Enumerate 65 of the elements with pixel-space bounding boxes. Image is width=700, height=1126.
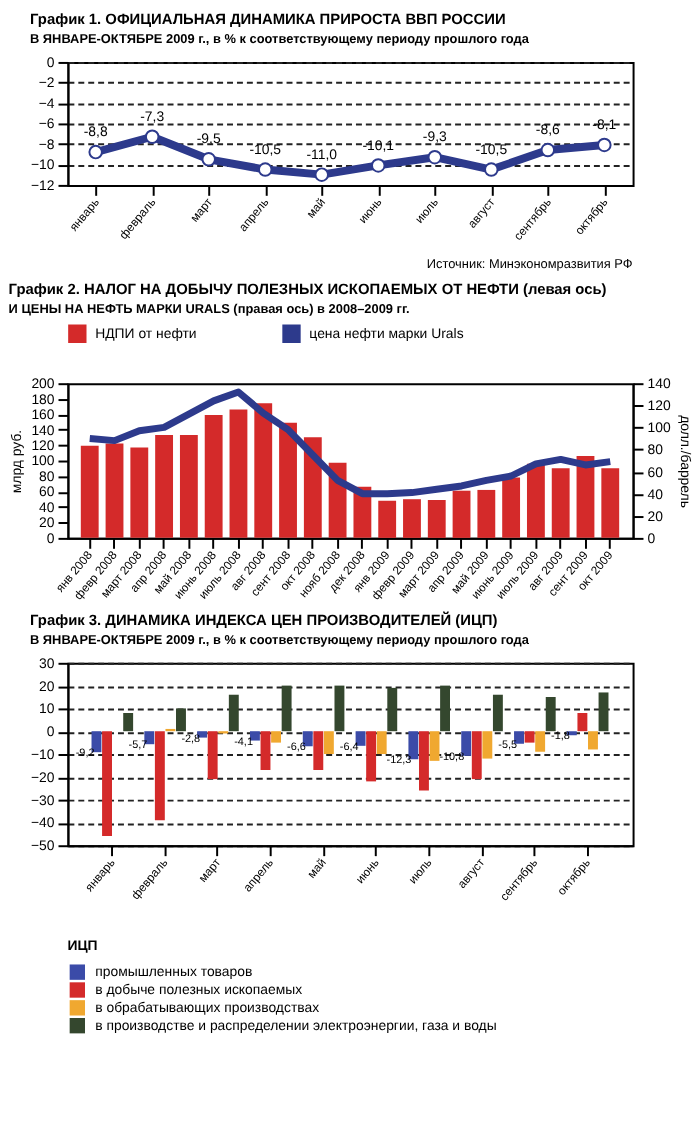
bar: [461, 731, 472, 756]
bar: [123, 712, 134, 732]
bar: [418, 731, 429, 791]
bar: [303, 437, 322, 538]
bar: [271, 731, 282, 743]
bar: [601, 468, 620, 538]
bar: [302, 731, 313, 747]
point: [144, 129, 160, 144]
bar: [429, 731, 440, 761]
bar: [471, 731, 482, 780]
bar: [279, 422, 297, 538]
bar: [130, 447, 149, 538]
bar: [524, 731, 535, 743]
bar: [260, 731, 271, 770]
bar: [598, 692, 609, 732]
bar: [197, 731, 208, 738]
bar: [323, 731, 334, 755]
bar: [577, 712, 588, 732]
bar: [228, 694, 239, 732]
bar: [526, 463, 545, 538]
point: [314, 167, 329, 182]
bar: [154, 731, 165, 821]
bar: [545, 697, 556, 732]
bar: [502, 477, 521, 538]
bar: [427, 499, 446, 538]
bar: [249, 731, 260, 741]
point: [540, 142, 556, 158]
bar: [387, 687, 398, 732]
bar: [229, 409, 248, 538]
bar: [376, 731, 387, 755]
bar: [355, 731, 366, 746]
bar: [378, 500, 397, 538]
point: [484, 162, 499, 177]
bar: [102, 731, 112, 837]
bar: [144, 731, 155, 745]
bar: [207, 731, 218, 780]
bar: [452, 490, 471, 538]
bar: [204, 414, 223, 538]
line-series: [86, 388, 614, 498]
bar: [80, 445, 99, 538]
bar: [477, 489, 496, 538]
bar: [403, 499, 421, 538]
bar: [482, 731, 493, 759]
point: [257, 162, 273, 177]
point: [88, 144, 103, 160]
point: [427, 149, 443, 165]
bar: [588, 731, 598, 750]
bar: [514, 731, 524, 744]
point: [597, 137, 612, 153]
bar: [313, 731, 324, 770]
bar: [254, 403, 273, 538]
bar: [105, 443, 124, 538]
bar: [281, 685, 292, 732]
point: [371, 158, 386, 173]
bar: [535, 731, 546, 752]
bar: [179, 435, 198, 538]
bar: [334, 685, 345, 732]
bar: [492, 694, 503, 732]
bar: [408, 731, 419, 760]
bar: [155, 435, 174, 538]
bar: [440, 685, 451, 732]
bar: [176, 708, 186, 732]
bar: [366, 731, 377, 782]
bar: [551, 468, 570, 538]
point: [201, 152, 216, 167]
